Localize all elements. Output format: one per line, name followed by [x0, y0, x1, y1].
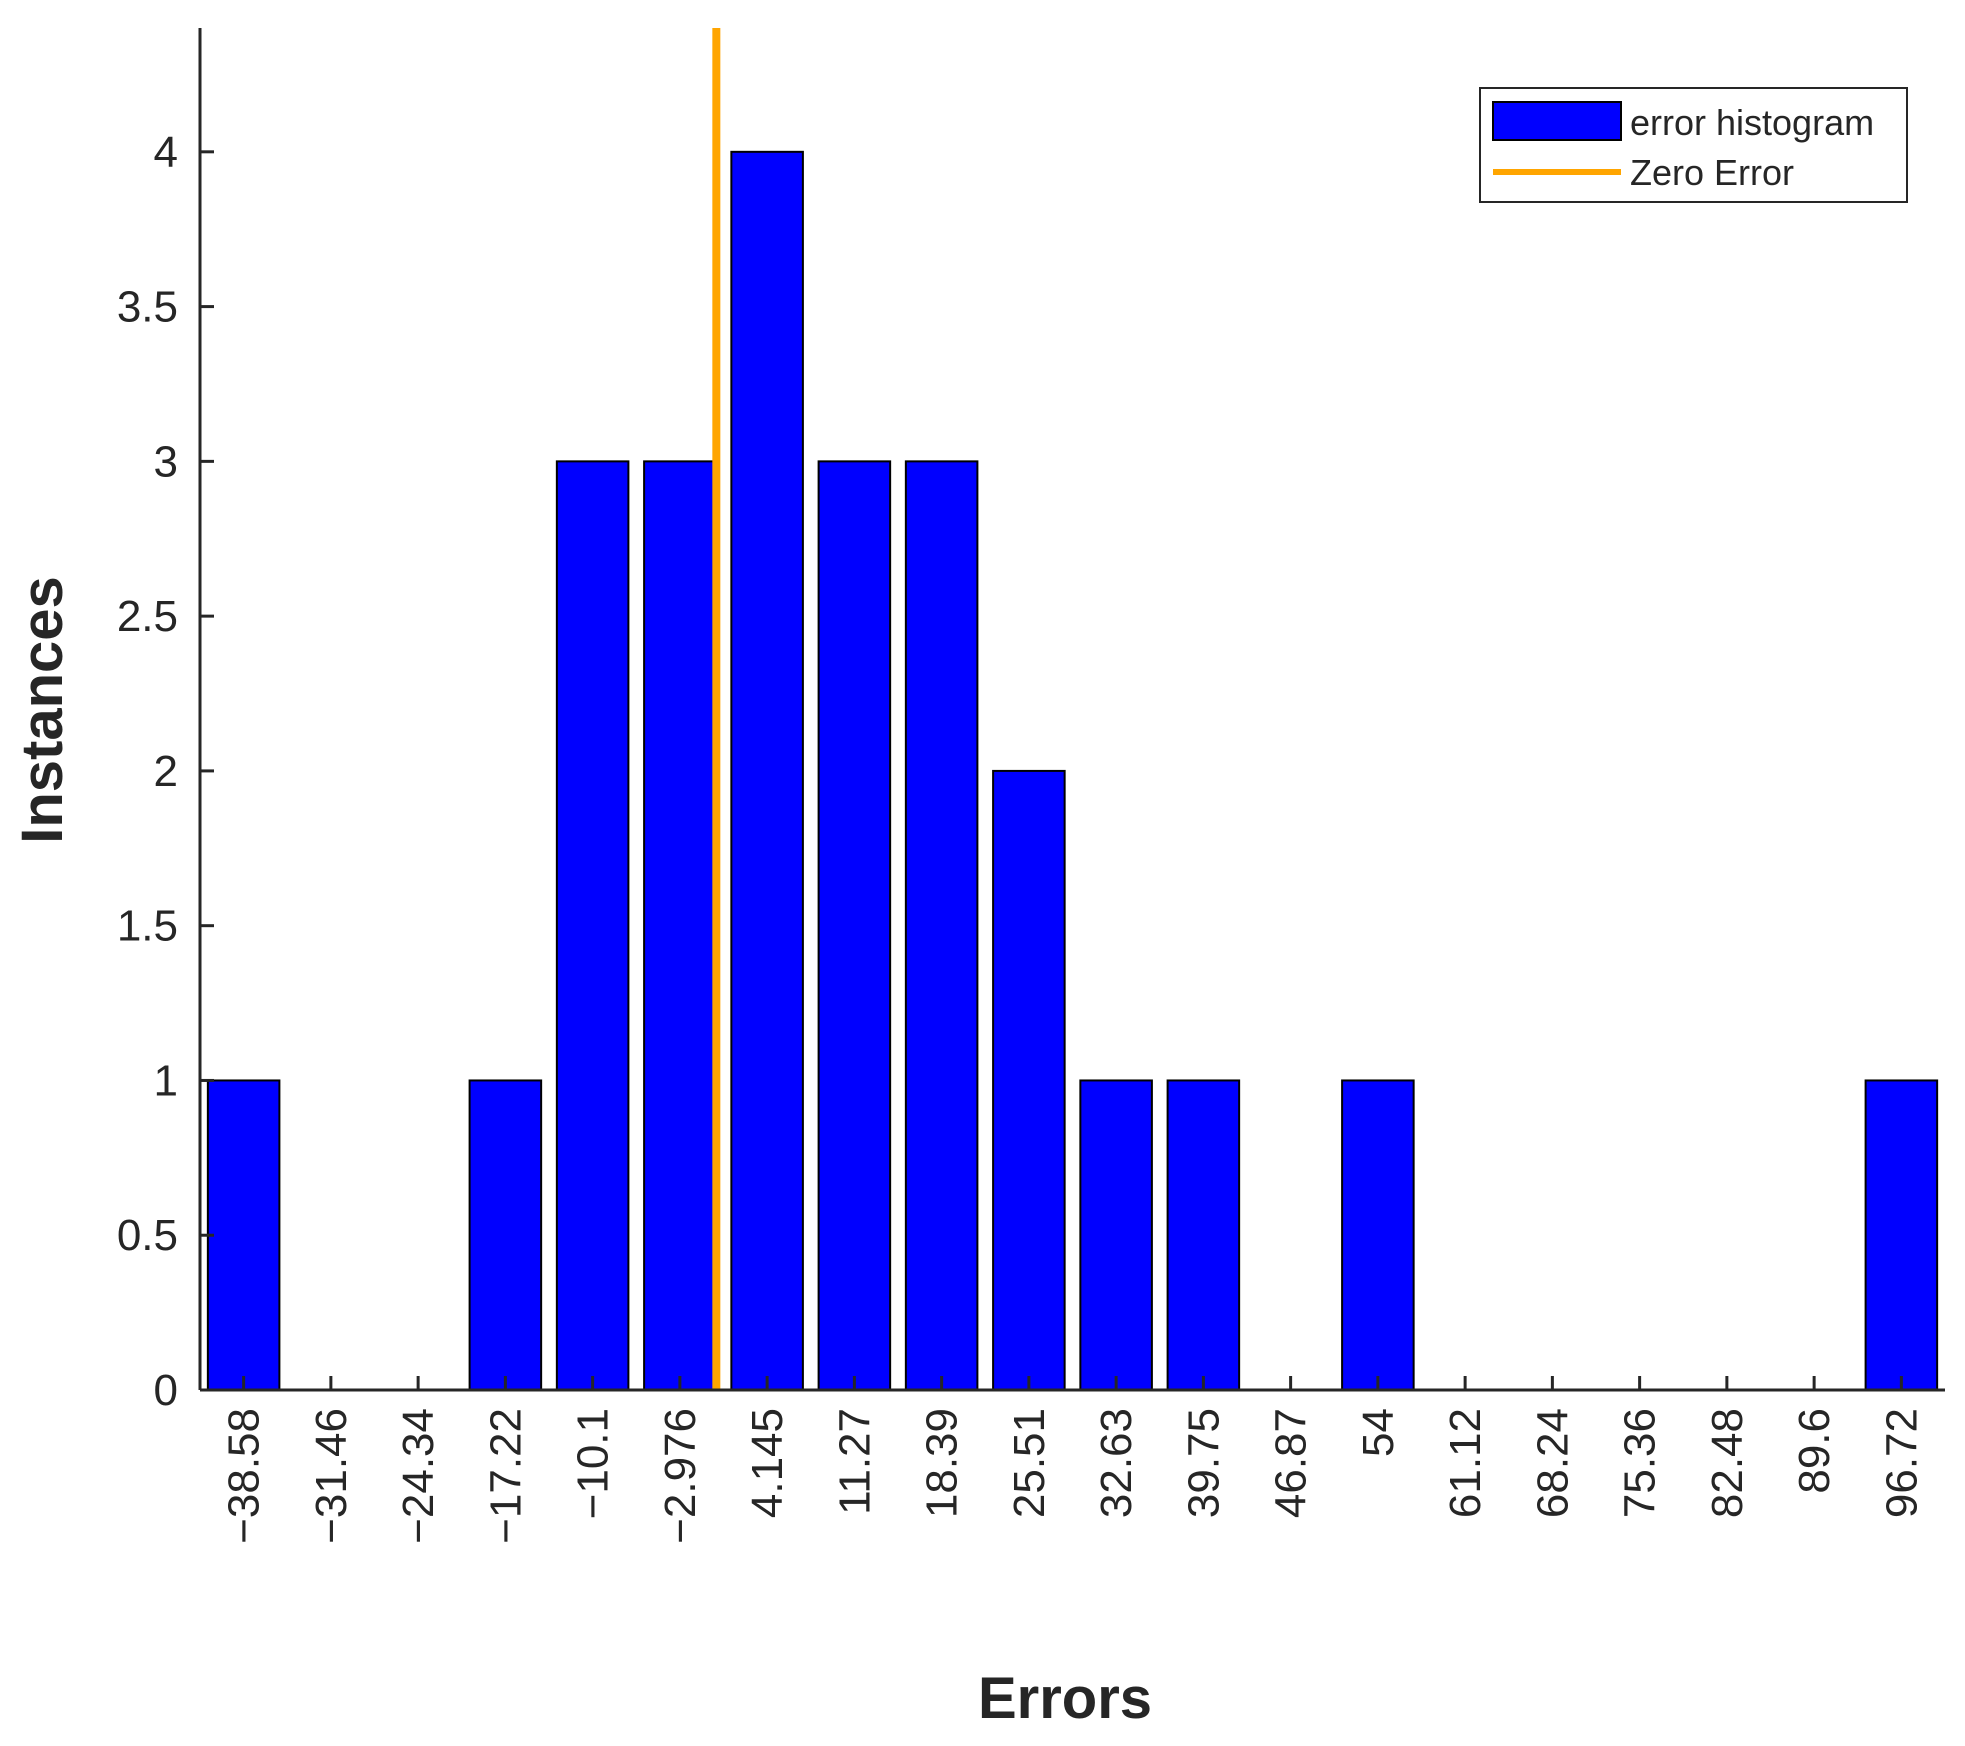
bar-96.72	[1864, 1079, 1939, 1392]
y-tick-label: 3	[154, 437, 178, 486]
y-tick-label: 0.5	[117, 1211, 178, 1260]
x-tick-label: 39.75	[1179, 1408, 1228, 1518]
x-tick-label: 46.87	[1267, 1408, 1316, 1518]
x-tick-label: 89.6	[1790, 1408, 1839, 1494]
y-tick-label: 2.5	[117, 592, 178, 641]
y-tick-label: 0	[154, 1366, 178, 1415]
x-tick-label: −17.22	[481, 1408, 530, 1544]
bar-11.27	[817, 460, 892, 1391]
bar--38.58	[206, 1079, 281, 1392]
bar-32.63	[1079, 1079, 1153, 1392]
x-tick-label: −38.58	[220, 1408, 269, 1544]
y-tick-label: 2	[154, 747, 178, 796]
axes-group	[198, 28, 1945, 1392]
legend-swatch-error-histogram	[1492, 101, 1622, 141]
x-axis-title: Errors	[978, 1666, 1152, 1731]
y-ticks-group: 0 0.5 1 1.5 2 2.5 3 3.5 4	[117, 128, 214, 1415]
bar--17.22	[468, 1079, 543, 1392]
x-tick-label: −24.34	[394, 1408, 443, 1544]
x-tick-label: 54	[1354, 1408, 1403, 1457]
y-tick-label: 4	[154, 128, 178, 177]
x-tick-label: 11.27	[830, 1408, 879, 1515]
x-tick-label: 25.51	[1005, 1408, 1054, 1518]
x-tick-label: 75.36	[1616, 1408, 1665, 1518]
x-tick-label: 4.145	[743, 1408, 792, 1518]
x-tick-label: 61.12	[1441, 1408, 1490, 1518]
x-tick-label: −2.976	[656, 1408, 705, 1544]
x-tick-label: 32.63	[1092, 1408, 1141, 1518]
x-tick-label: −10.1	[569, 1408, 618, 1519]
bar--10.1	[555, 460, 630, 1391]
x-tick-label: −31.46	[307, 1408, 356, 1544]
bar-25.51	[992, 769, 1066, 1391]
bar-18.39	[904, 460, 979, 1391]
y-tick-label: 1	[154, 1056, 178, 1105]
x-tick-label: 68.24	[1528, 1408, 1577, 1518]
y-axis-title: Instances	[10, 576, 75, 844]
x-tick-label: 96.72	[1877, 1408, 1926, 1518]
x-ticks-group: −38.58 −31.46 −24.34 −17.22 −10.1 −2.976 4.145…	[220, 1376, 1926, 1544]
bar-39.75	[1166, 1079, 1241, 1392]
x-tick-label: 82.48	[1703, 1408, 1752, 1518]
bar--2.976	[643, 460, 717, 1391]
x-tick-label: 18.39	[918, 1408, 967, 1518]
bar-4.145	[730, 150, 804, 1391]
y-tick-label: 3.5	[117, 283, 178, 332]
legend: error histogram Zero Error	[1479, 87, 1908, 203]
y-tick-label: 1.5	[117, 902, 178, 951]
bar-54	[1341, 1079, 1415, 1392]
legend-label-zero-error: Zero Error	[1630, 152, 1794, 193]
legend-label-error-histogram: error histogram	[1630, 102, 1874, 143]
bars-group	[206, 28, 1939, 1392]
